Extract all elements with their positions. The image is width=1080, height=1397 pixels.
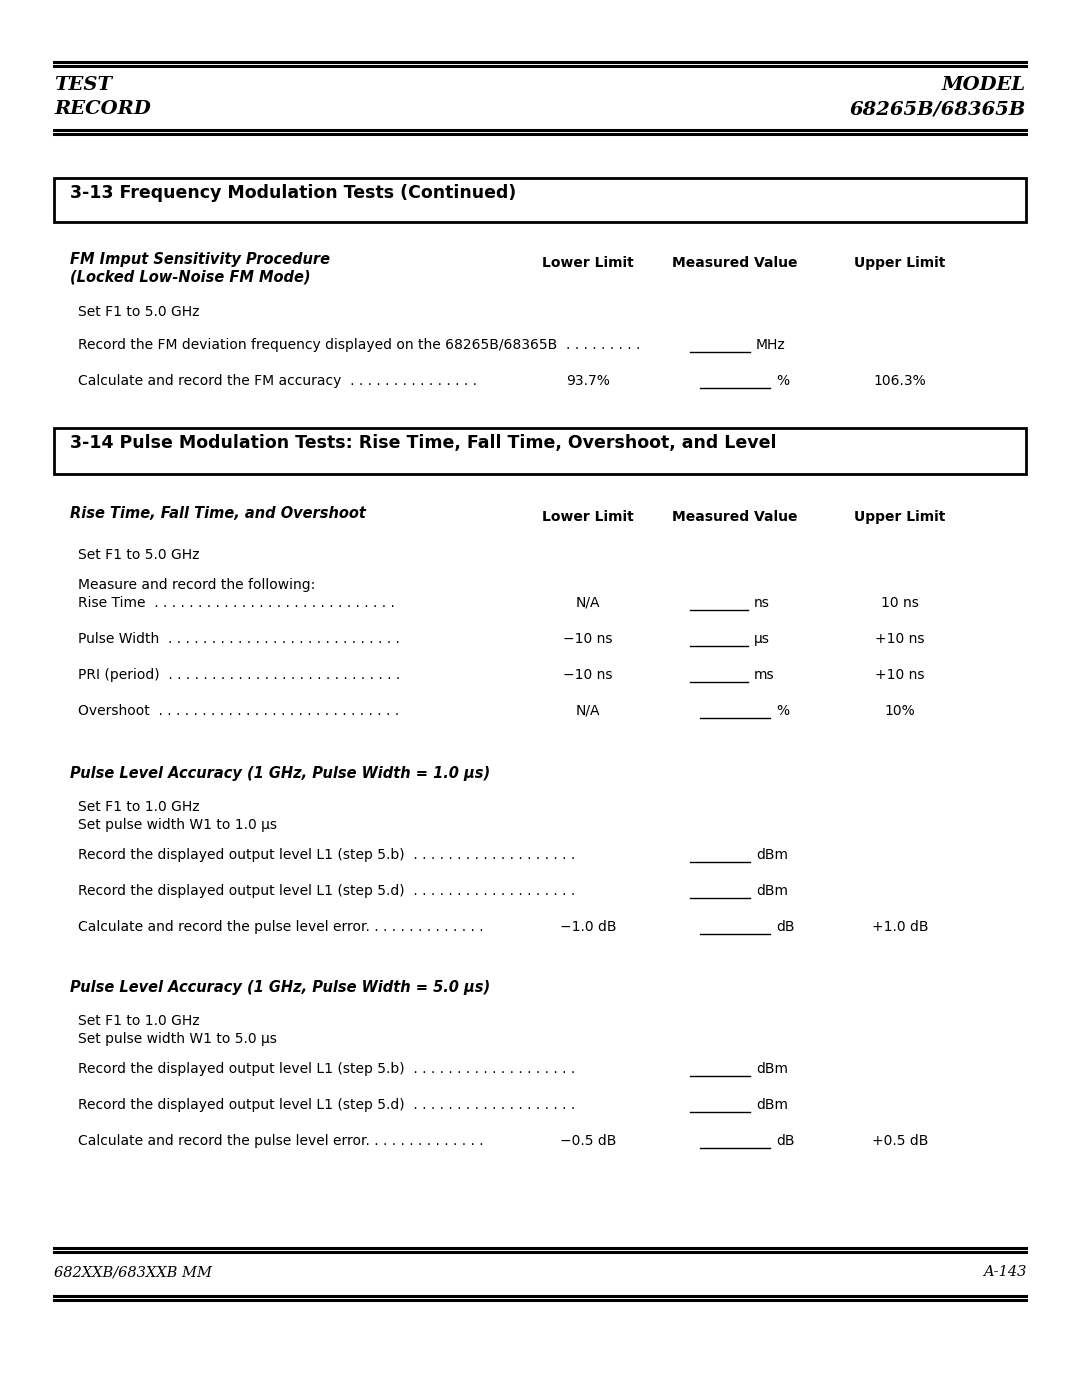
Text: TEST: TEST — [54, 75, 112, 94]
Text: Measure and record the following:: Measure and record the following: — [78, 578, 315, 592]
Text: %: % — [777, 704, 789, 718]
Text: 3-14 Pulse Modulation Tests: Rise Time, Fall Time, Overshoot, and Level: 3-14 Pulse Modulation Tests: Rise Time, … — [70, 434, 777, 453]
Text: Calculate and record the pulse level error. . . . . . . . . . . . . .: Calculate and record the pulse level err… — [78, 921, 484, 935]
Text: −10 ns: −10 ns — [564, 631, 612, 645]
Text: dBm: dBm — [756, 1062, 788, 1076]
Text: Set F1 to 5.0 GHz: Set F1 to 5.0 GHz — [78, 548, 200, 562]
Text: dB: dB — [777, 921, 795, 935]
Text: −0.5 dB: −0.5 dB — [559, 1134, 617, 1148]
Text: %: % — [777, 374, 789, 388]
Text: 3-13 Frequency Modulation Tests (Continued): 3-13 Frequency Modulation Tests (Continu… — [70, 184, 516, 203]
Text: 106.3%: 106.3% — [874, 374, 927, 388]
Text: +10 ns: +10 ns — [875, 631, 924, 645]
Text: 10%: 10% — [885, 704, 916, 718]
Text: dB: dB — [777, 1134, 795, 1148]
Text: 10 ns: 10 ns — [881, 597, 919, 610]
Bar — [54, 177, 1026, 222]
Text: +10 ns: +10 ns — [875, 668, 924, 682]
Text: Upper Limit: Upper Limit — [854, 510, 946, 524]
Bar — [54, 427, 1026, 474]
Text: Record the displayed output level L1 (step 5.b)  . . . . . . . . . . . . . . . .: Record the displayed output level L1 (st… — [78, 848, 576, 862]
Text: −1.0 dB: −1.0 dB — [559, 921, 617, 935]
Text: N/A: N/A — [576, 704, 600, 718]
Text: MODEL: MODEL — [942, 75, 1026, 94]
Text: Set F1 to 1.0 GHz: Set F1 to 1.0 GHz — [78, 1014, 200, 1028]
Text: dBm: dBm — [756, 848, 788, 862]
Text: Lower Limit: Lower Limit — [542, 510, 634, 524]
Text: Set pulse width W1 to 5.0 μs: Set pulse width W1 to 5.0 μs — [78, 1032, 276, 1046]
Text: MHz: MHz — [756, 338, 786, 352]
Text: Calculate and record the pulse level error. . . . . . . . . . . . . .: Calculate and record the pulse level err… — [78, 1134, 484, 1148]
Text: A-143: A-143 — [983, 1266, 1026, 1280]
Text: Measured Value: Measured Value — [672, 510, 798, 524]
Text: Measured Value: Measured Value — [672, 256, 798, 270]
Text: ms: ms — [754, 668, 774, 682]
Text: −10 ns: −10 ns — [564, 668, 612, 682]
Text: Upper Limit: Upper Limit — [854, 256, 946, 270]
Text: 68265B/68365B: 68265B/68365B — [850, 101, 1026, 117]
Text: 93.7%: 93.7% — [566, 374, 610, 388]
Text: Pulse Level Accuracy (1 GHz, Pulse Width = 5.0 μs): Pulse Level Accuracy (1 GHz, Pulse Width… — [70, 981, 490, 995]
Text: Set F1 to 5.0 GHz: Set F1 to 5.0 GHz — [78, 305, 200, 319]
Text: Record the displayed output level L1 (step 5.d)  . . . . . . . . . . . . . . . .: Record the displayed output level L1 (st… — [78, 1098, 576, 1112]
Text: dBm: dBm — [756, 884, 788, 898]
Text: Set pulse width W1 to 1.0 μs: Set pulse width W1 to 1.0 μs — [78, 819, 276, 833]
Text: Calculate and record the FM accuracy  . . . . . . . . . . . . . . .: Calculate and record the FM accuracy . .… — [78, 374, 477, 388]
Text: dBm: dBm — [756, 1098, 788, 1112]
Text: Lower Limit: Lower Limit — [542, 256, 634, 270]
Text: Rise Time, Fall Time, and Overshoot: Rise Time, Fall Time, and Overshoot — [70, 506, 366, 521]
Text: N/A: N/A — [576, 597, 600, 610]
Text: Overshoot  . . . . . . . . . . . . . . . . . . . . . . . . . . . .: Overshoot . . . . . . . . . . . . . . . … — [78, 704, 400, 718]
Text: +0.5 dB: +0.5 dB — [872, 1134, 928, 1148]
Text: μs: μs — [754, 631, 770, 645]
Text: Set F1 to 1.0 GHz: Set F1 to 1.0 GHz — [78, 800, 200, 814]
Text: Record the FM deviation frequency displayed on the 68265B/68365B  . . . . . . . : Record the FM deviation frequency displa… — [78, 338, 640, 352]
Text: Record the displayed output level L1 (step 5.d)  . . . . . . . . . . . . . . . .: Record the displayed output level L1 (st… — [78, 884, 576, 898]
Text: Record the displayed output level L1 (step 5.b)  . . . . . . . . . . . . . . . .: Record the displayed output level L1 (st… — [78, 1062, 576, 1076]
Text: Rise Time  . . . . . . . . . . . . . . . . . . . . . . . . . . . .: Rise Time . . . . . . . . . . . . . . . … — [78, 597, 395, 610]
Text: Pulse Level Accuracy (1 GHz, Pulse Width = 1.0 μs): Pulse Level Accuracy (1 GHz, Pulse Width… — [70, 766, 490, 781]
Text: Pulse Width  . . . . . . . . . . . . . . . . . . . . . . . . . . .: Pulse Width . . . . . . . . . . . . . . … — [78, 631, 400, 645]
Text: 682XXB/683XXB MM: 682XXB/683XXB MM — [54, 1266, 212, 1280]
Text: RECORD: RECORD — [54, 101, 151, 117]
Text: (Locked Low-Noise FM Mode): (Locked Low-Noise FM Mode) — [70, 270, 311, 285]
Text: FM Imput Sensitivity Procedure: FM Imput Sensitivity Procedure — [70, 251, 330, 267]
Text: +1.0 dB: +1.0 dB — [872, 921, 928, 935]
Text: ns: ns — [754, 597, 770, 610]
Text: PRI (period)  . . . . . . . . . . . . . . . . . . . . . . . . . . .: PRI (period) . . . . . . . . . . . . . .… — [78, 668, 401, 682]
